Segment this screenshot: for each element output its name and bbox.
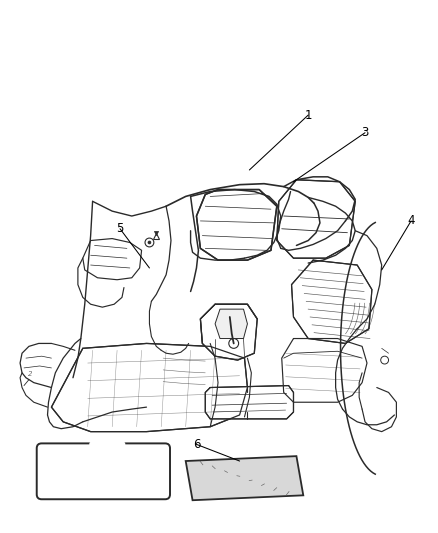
Polygon shape: [196, 190, 276, 260]
FancyBboxPatch shape: [90, 442, 124, 462]
Polygon shape: [291, 260, 371, 343]
Text: 2: 2: [28, 371, 32, 377]
FancyBboxPatch shape: [37, 443, 170, 499]
Circle shape: [145, 238, 153, 247]
Polygon shape: [51, 343, 247, 432]
Circle shape: [148, 241, 151, 244]
Polygon shape: [200, 304, 257, 360]
Circle shape: [380, 356, 388, 364]
Polygon shape: [185, 456, 303, 500]
Text: 7: 7: [67, 479, 74, 492]
Polygon shape: [205, 385, 293, 419]
Text: 6: 6: [192, 438, 200, 451]
Polygon shape: [276, 180, 354, 258]
Text: 4: 4: [406, 214, 414, 228]
Text: 3: 3: [360, 126, 368, 139]
Polygon shape: [215, 309, 247, 338]
Text: 1: 1: [304, 109, 311, 122]
Circle shape: [228, 338, 238, 349]
Text: 5: 5: [116, 222, 124, 235]
